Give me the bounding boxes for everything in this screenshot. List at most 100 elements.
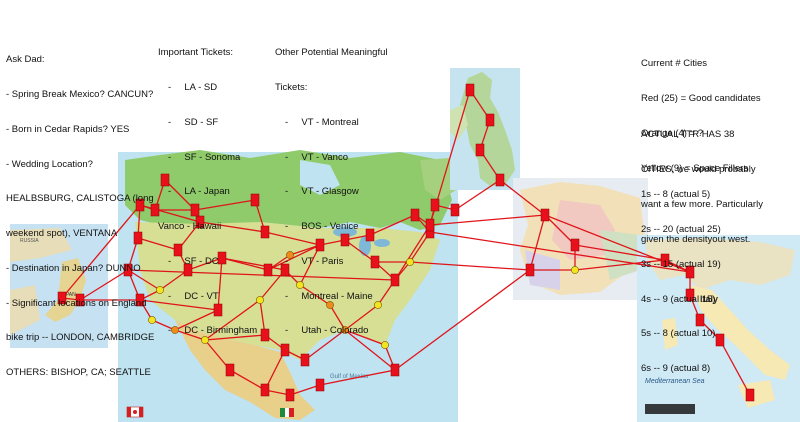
city-marker-red <box>217 251 227 265</box>
counts-line-2: 2s -- 20 (actual 25) <box>641 223 721 235</box>
current-cities-red: Red (25) = Good candidates <box>641 92 761 104</box>
ask-dad-item-3: - Wedding Location? <box>6 158 93 170</box>
city-marker-red <box>183 263 193 277</box>
city-marker-red <box>57 291 67 305</box>
route-line <box>217 257 223 311</box>
city-marker-red <box>315 378 325 392</box>
route-line <box>409 261 531 271</box>
route-line <box>344 304 379 331</box>
city-marker-red <box>390 273 400 287</box>
route-line <box>574 244 666 261</box>
city-marker-yellow <box>201 336 209 344</box>
important-ticket-6: - SF - DC <box>168 255 219 267</box>
actual-ttr-line-1: ACTUAL TTR HAS 38 <box>641 129 735 141</box>
ask-dad-note: Ask Dad: - Spring Break Mexico? CANCUN? … <box>6 31 154 390</box>
city-marker-red <box>685 288 695 302</box>
city-marker-red <box>465 83 475 97</box>
actual-ttr-note: ACTUAL TTR HAS 38 CITIES, we would proba… <box>641 106 763 257</box>
route-line <box>394 269 531 371</box>
route-line <box>344 329 386 346</box>
city-marker-red <box>260 383 270 397</box>
city-marker-yellow <box>148 316 156 324</box>
other-ticket-5: - VT - Paris <box>285 255 344 267</box>
important-ticket-1: - LA - SD <box>168 81 218 93</box>
city-marker-red <box>123 263 133 277</box>
counts-line-4: 4s -- 9 (actual 15) <box>641 293 716 305</box>
city-marker-red <box>213 303 223 317</box>
route-line <box>139 204 201 223</box>
route-line <box>304 329 346 361</box>
city-marker-yellow <box>256 296 264 304</box>
route-line <box>499 179 546 216</box>
city-marker-red <box>135 198 145 212</box>
city-marker-red <box>365 228 375 242</box>
italy-label: Italy <box>700 294 718 304</box>
current-cities-note: Current # Cities Red (25) = Good candida… <box>641 35 761 186</box>
route-line <box>264 231 321 246</box>
city-marker-red <box>570 238 580 252</box>
city-marker-red <box>190 203 200 217</box>
city-marker-red <box>425 218 435 232</box>
route-line <box>159 269 189 291</box>
route-line <box>187 257 223 271</box>
route-line <box>289 384 321 396</box>
important-ticket-3: - SF - Sonoma <box>168 151 241 163</box>
city-marker-yellow <box>406 258 414 266</box>
route-line <box>127 269 161 291</box>
city-marker-red <box>525 263 535 277</box>
route-line <box>204 334 266 341</box>
ask-dad-title: Ask Dad: <box>6 54 45 66</box>
other-ticket-1: - VT - Montreal <box>285 116 359 128</box>
route-line <box>151 319 176 331</box>
route-line <box>164 179 196 211</box>
counts-line-5: 5s -- 8 (actual 10) <box>641 328 716 340</box>
city-marker-red <box>280 343 290 357</box>
route-line <box>299 284 331 306</box>
other-ticket-7: - Utah - Colorado <box>285 325 369 337</box>
city-marker-orange <box>171 326 179 334</box>
city-marker-red <box>475 143 485 157</box>
route-line <box>174 309 219 331</box>
uk-map <box>450 68 520 190</box>
route-line <box>174 329 206 341</box>
city-marker-red <box>540 208 550 222</box>
route-line <box>344 329 396 371</box>
ask-dad-item-8: bike trip -- LONDON, CAMBRIDGE <box>6 332 155 344</box>
important-ticket-4: - LA - Japan <box>168 186 230 198</box>
current-cities-yellow: Yellow (9) = Space Fillers <box>641 162 749 174</box>
route-line <box>454 179 501 211</box>
route-line <box>221 257 286 271</box>
city-marker-red <box>685 265 695 279</box>
ask-dad-item-4: HEALBSBURG, CALISTOGA (long <box>6 193 154 205</box>
city-marker-red <box>260 225 270 239</box>
city-marker-yellow <box>381 341 389 349</box>
france-map <box>513 178 648 300</box>
route-line <box>264 349 286 391</box>
counts-line-1: 1s -- 8 (actual 5) <box>641 189 711 201</box>
route-line <box>394 224 431 281</box>
route-line <box>137 237 179 251</box>
route-line <box>299 244 321 286</box>
actual-ttr-line-2: CITIES, we would probably <box>641 163 756 175</box>
important-tickets-note: Important Tickets: - LA - SD - SD - SF -… <box>158 24 257 349</box>
city-marker-red <box>285 388 295 402</box>
city-marker-red <box>173 243 183 257</box>
route-line <box>429 231 691 273</box>
other-tickets-title: Other Potential Meaningful <box>275 47 388 59</box>
actual-ttr-line-4: given the densityout west. <box>641 233 751 245</box>
city-marker-red <box>150 203 160 217</box>
route-line <box>204 299 261 341</box>
route-line <box>544 214 576 246</box>
city-marker-yellow <box>296 281 304 289</box>
city-marker-yellow <box>156 286 164 294</box>
route-line <box>229 369 266 391</box>
city-marker-red <box>300 353 310 367</box>
mediterranean-label: Mediterranean Sea <box>645 378 705 385</box>
city-marker-orange <box>326 301 334 309</box>
route-line <box>194 199 256 211</box>
route-line <box>429 214 546 226</box>
route-line <box>127 269 396 281</box>
city-marker-red <box>410 208 420 222</box>
